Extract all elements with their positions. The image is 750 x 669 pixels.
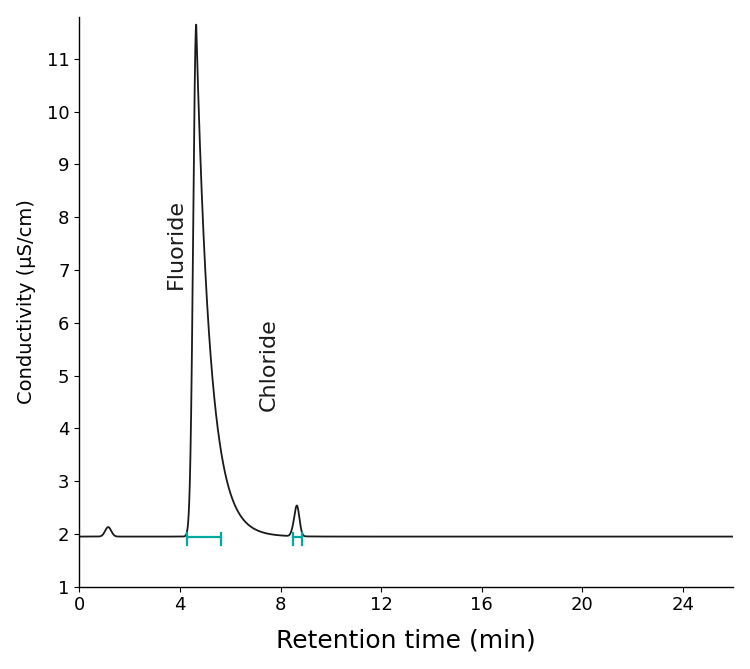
Text: Fluoride: Fluoride [166, 199, 186, 288]
Y-axis label: Conductivity (μS/cm): Conductivity (μS/cm) [16, 199, 36, 404]
X-axis label: Retention time (min): Retention time (min) [277, 628, 536, 652]
Text: Chloride: Chloride [260, 318, 279, 411]
